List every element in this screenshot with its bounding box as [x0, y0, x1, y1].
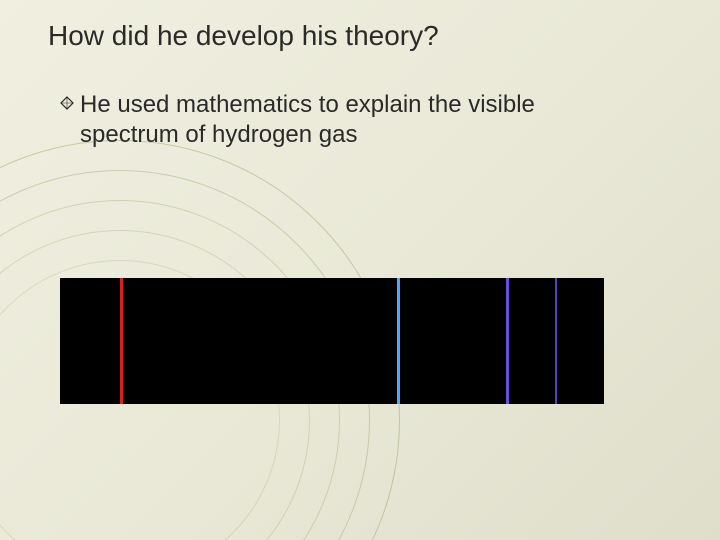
- diamond-bullet-icon: [60, 96, 74, 115]
- bullet-item: He used mathematics to explain the visib…: [60, 90, 580, 150]
- spectral-line-h-gamma: [506, 278, 509, 404]
- spectral-line-h-beta: [397, 278, 400, 404]
- slide-title: How did he develop his theory?: [48, 20, 439, 52]
- spectral-line-h-delta: [555, 278, 557, 404]
- slide: How did he develop his theory? He used m…: [0, 0, 720, 540]
- bullet-text: He used mathematics to explain the visib…: [80, 90, 580, 150]
- spectral-line-h-alpha: [120, 278, 123, 404]
- hydrogen-spectrum: [60, 278, 604, 404]
- slide-body: He used mathematics to explain the visib…: [60, 90, 580, 150]
